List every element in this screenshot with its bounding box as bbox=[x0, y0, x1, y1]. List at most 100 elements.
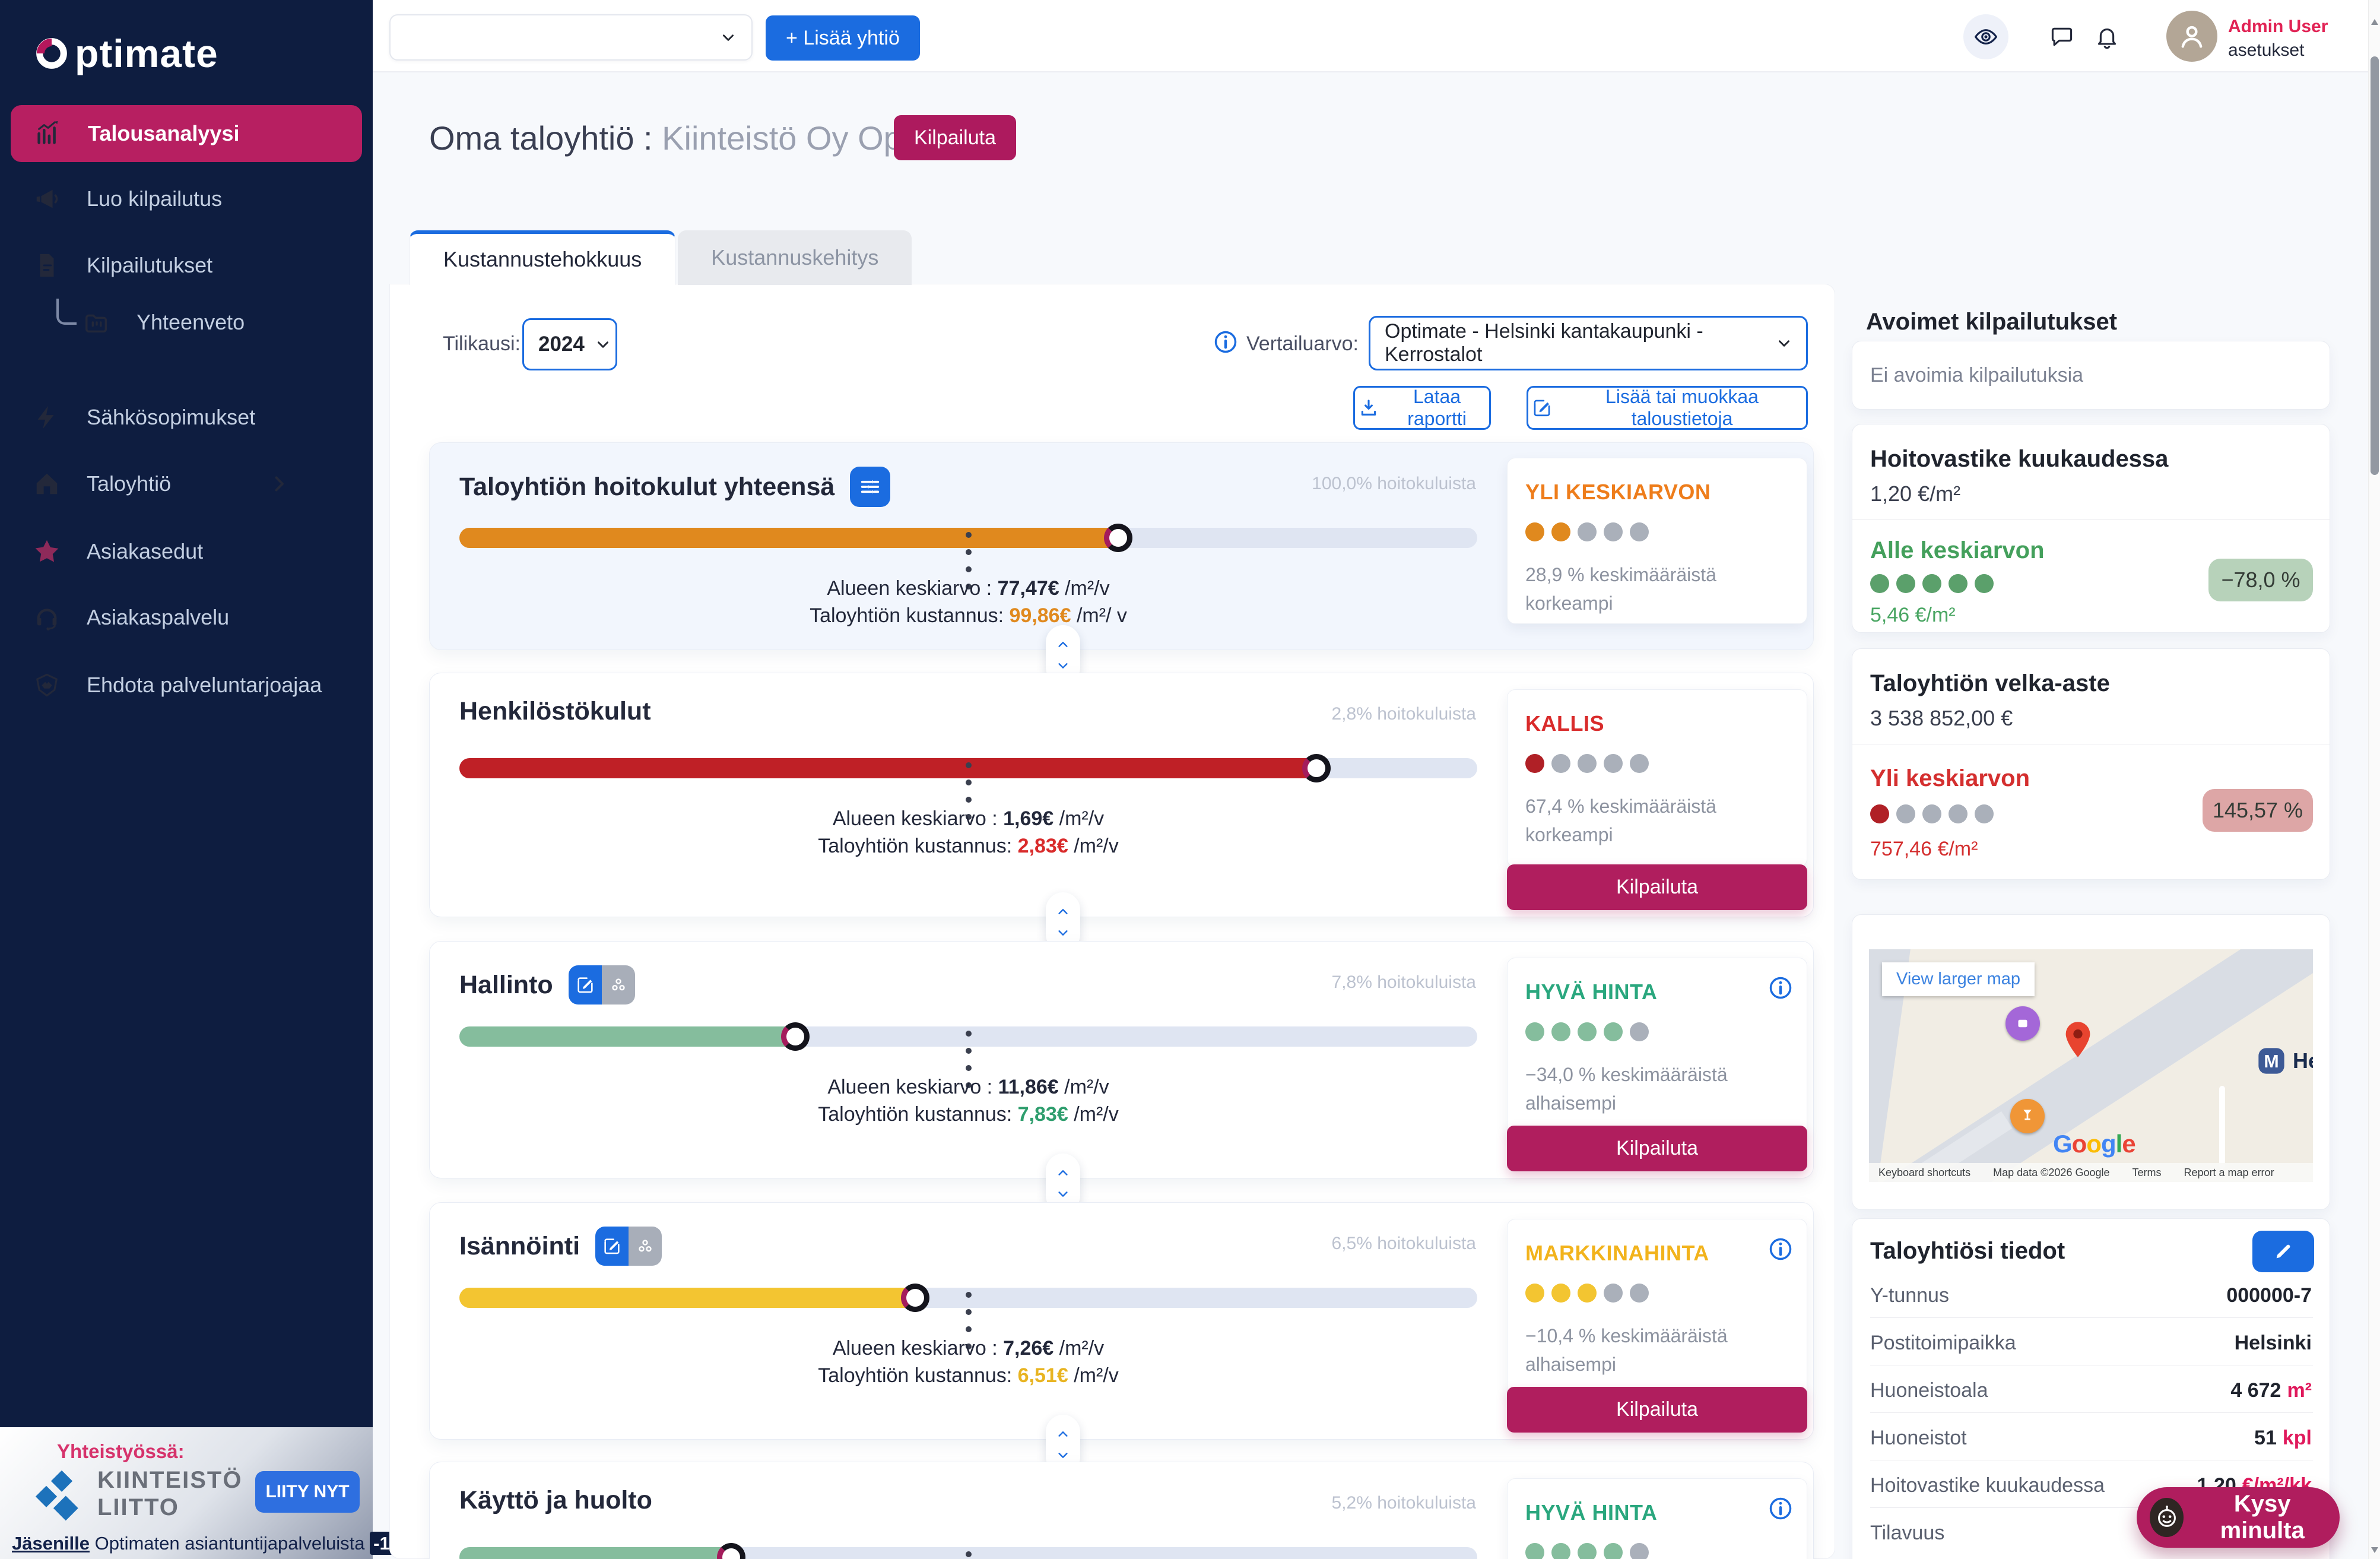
location-pin-icon[interactable] bbox=[2058, 1019, 2098, 1060]
info-icon[interactable] bbox=[1767, 1236, 1794, 1262]
chevron-down-icon bbox=[1776, 335, 1792, 351]
download-report-button[interactable]: Lataa raportti bbox=[1353, 386, 1491, 430]
chat-bubble-icon[interactable] bbox=[2039, 14, 2084, 59]
sidebar-item-asiakasedut[interactable]: Asiakasedut bbox=[0, 524, 373, 579]
avatar[interactable] bbox=[2166, 11, 2217, 62]
cost-card-2: Henkilöstökulut 2,8% hoitokuluista Alueen … bbox=[429, 673, 1814, 917]
contract-toggle-icon[interactable] bbox=[568, 965, 602, 1005]
building-cost-line: Taloyhtiön kustannus: 2,83€ /m²/v bbox=[818, 835, 1119, 857]
status-subcard: MARKKINAHINTA −10,4 % keskimääräistä alhai… bbox=[1507, 1219, 1807, 1397]
status-note: 67,4 % keskimääräistä korkeampi bbox=[1525, 796, 1716, 845]
location-map[interactable]: View larger map M Helsi Google Keyboard … bbox=[1869, 949, 2313, 1182]
scroll-up-arrow[interactable] bbox=[2371, 19, 2378, 25]
benchmark-label: Vertailuarvo: bbox=[1246, 332, 1359, 355]
cost-bar-track bbox=[459, 754, 1477, 782]
map-footer-link[interactable]: Terms bbox=[2132, 1166, 2162, 1178]
logo-text: ptimate bbox=[75, 31, 218, 75]
average-marker-dots bbox=[966, 1551, 972, 1559]
info-icon[interactable] bbox=[1213, 329, 1239, 355]
kilpailuta-button[interactable]: Kilpailuta bbox=[1507, 1387, 1807, 1433]
fee-value: 1,20 €/m² bbox=[1870, 481, 1961, 506]
sidebar-item-label: Asiakasedut bbox=[87, 539, 204, 563]
cost-bar-marker[interactable] bbox=[1302, 754, 1331, 782]
company-select[interactable] bbox=[389, 14, 753, 61]
providers-toggle-icon[interactable] bbox=[601, 965, 635, 1005]
add-company-button[interactable]: + Lisää yhtiö bbox=[766, 15, 920, 61]
contract-toggle-icon[interactable] bbox=[595, 1227, 629, 1266]
average-marker-dots bbox=[966, 532, 972, 591]
fiscal-year-select[interactable]: 2024 bbox=[522, 318, 617, 370]
user-settings-link[interactable]: asetukset bbox=[2228, 40, 2305, 60]
logo-mark-icon bbox=[34, 36, 69, 71]
map-footer-link[interactable]: Keyboard shortcuts bbox=[1878, 1166, 1971, 1178]
debt-benchmark-value: 757,46 €/m² bbox=[1870, 838, 1978, 860]
eye-icon[interactable] bbox=[1963, 14, 2008, 59]
sidebar-item-asiakaspalvelu[interactable]: Asiakaspalvelu bbox=[0, 590, 373, 645]
info-icon[interactable] bbox=[1767, 975, 1794, 1001]
sidebar-item-taloyhtiö[interactable]: Taloyhtiö bbox=[0, 457, 373, 511]
average-marker-dots bbox=[966, 1292, 972, 1351]
scroll-down-arrow[interactable] bbox=[2371, 1547, 2378, 1553]
fee-benchmark-value: 5,46 €/m² bbox=[1870, 604, 1956, 626]
map-footer-link[interactable]: Report a map error bbox=[2184, 1166, 2274, 1178]
chart-icon bbox=[34, 120, 62, 147]
join-now-button[interactable]: LIITY NYT bbox=[255, 1471, 360, 1513]
kilpailuta-button[interactable]: Kilpailuta bbox=[1507, 1126, 1807, 1171]
area-average-line: Alueen keskiarvo : 1,69€ /m²/v bbox=[832, 807, 1105, 830]
theater-poi-icon[interactable] bbox=[2005, 1006, 2040, 1041]
rating-dots bbox=[1525, 1543, 1649, 1559]
sidebar-item-ehdota-palveluntarjoajaa[interactable]: Ehdota palveluntarjoajaa bbox=[0, 658, 373, 712]
fiscal-year-label: Tilikausi: bbox=[443, 332, 521, 355]
kilpailuta-badge-button[interactable]: Kilpailuta bbox=[894, 115, 1016, 160]
benchmark-select[interactable]: Optimate - Helsinki kantakaupunki - Kerr… bbox=[1369, 316, 1808, 370]
open-tenders-card: Ei avoimia kilpailutuksia bbox=[1852, 341, 2330, 410]
rating-dots bbox=[1525, 1022, 1649, 1041]
scrollbar-thumb[interactable] bbox=[2371, 56, 2379, 475]
ask-me-chat-button[interactable]: Kysy minulta bbox=[2137, 1487, 2340, 1548]
cost-bar-marker[interactable] bbox=[716, 1543, 745, 1559]
share-of-costs: 7,8% hoitokuluista bbox=[1331, 972, 1477, 992]
building-cost-line: Taloyhtiön kustannus: 99,86€ /m²/ v bbox=[810, 604, 1127, 627]
status-label: HYVÄ HINTA bbox=[1525, 1500, 1658, 1525]
edit-financials-button[interactable]: Lisää tai muokkaa taloustietoja bbox=[1527, 386, 1808, 430]
info-icon[interactable] bbox=[1767, 1495, 1794, 1522]
average-marker-dots bbox=[966, 1031, 972, 1090]
sidebar: ptimate Talousanalyysi Luo kilpailutus Kil… bbox=[0, 0, 420, 1559]
bar-poi-icon[interactable] bbox=[2010, 1099, 2045, 1133]
app-logo[interactable]: ptimate bbox=[34, 31, 218, 76]
cost-card-5: Käyttö ja huolto 5,2% hoitokuluista HYVÄ H… bbox=[429, 1462, 1814, 1559]
cost-bar-marker[interactable] bbox=[1103, 524, 1132, 552]
tab-kustannustehokkuus[interactable]: Kustannustehokkuus bbox=[410, 230, 676, 285]
cost-bar-marker[interactable] bbox=[780, 1022, 810, 1051]
main-content: Oma taloyhtiö : Kiinteistö Oy Optimate K… bbox=[373, 72, 2368, 1559]
sidebar-item-yhteenveto[interactable]: Yhteenveto bbox=[0, 295, 373, 350]
bell-icon[interactable] bbox=[2084, 14, 2130, 59]
view-larger-map-link[interactable]: View larger map bbox=[1882, 962, 2035, 996]
sidebar-item-talousanalyysi[interactable]: Talousanalyysi bbox=[11, 105, 362, 162]
document-icon bbox=[33, 252, 61, 279]
cost-bar-marker[interactable] bbox=[901, 1284, 930, 1312]
providers-toggle-icon[interactable] bbox=[629, 1227, 662, 1266]
sidebar-item-luo-kilpailutus[interactable]: Luo kilpailutus bbox=[0, 172, 373, 226]
kilpailuta-button[interactable]: Kilpailuta bbox=[1507, 864, 1807, 910]
sliders-icon[interactable] bbox=[850, 467, 891, 507]
status-label: HYVÄ HINTA bbox=[1525, 980, 1658, 1004]
metro-icon: M bbox=[2256, 1045, 2287, 1076]
cost-card-title: Hallinto bbox=[459, 965, 635, 1005]
robot-icon bbox=[2150, 1498, 2184, 1537]
map-footer-link[interactable]: Map data ©2026 Google bbox=[1993, 1166, 2110, 1178]
scrollbar[interactable] bbox=[2368, 0, 2380, 1559]
average-marker-dots bbox=[966, 762, 972, 822]
cost-bar-track bbox=[459, 1022, 1477, 1051]
tab-kustannuskehitys[interactable]: Kustannuskehitys bbox=[678, 230, 912, 285]
partner-panel: Yhteistyössä: KIINTEISTÖ LIITTO LIITY NY… bbox=[0, 1427, 420, 1559]
edit-building-info-button[interactable] bbox=[2252, 1231, 2314, 1272]
cost-bar-fill bbox=[459, 1026, 795, 1047]
debt-value: 3 538 852,00 € bbox=[1870, 706, 2013, 730]
sidebar-item-label: Sähkösopimukset bbox=[87, 405, 256, 429]
members-link[interactable]: Jäsenille bbox=[12, 1533, 90, 1554]
sidebar-item-sähkösopimukset[interactable]: Sähkösopimukset bbox=[0, 390, 373, 445]
sidebar-item-kilpailutukset[interactable]: Kilpailutukset bbox=[0, 238, 373, 293]
fee-delta-badge: −78,0 % bbox=[2208, 559, 2313, 601]
